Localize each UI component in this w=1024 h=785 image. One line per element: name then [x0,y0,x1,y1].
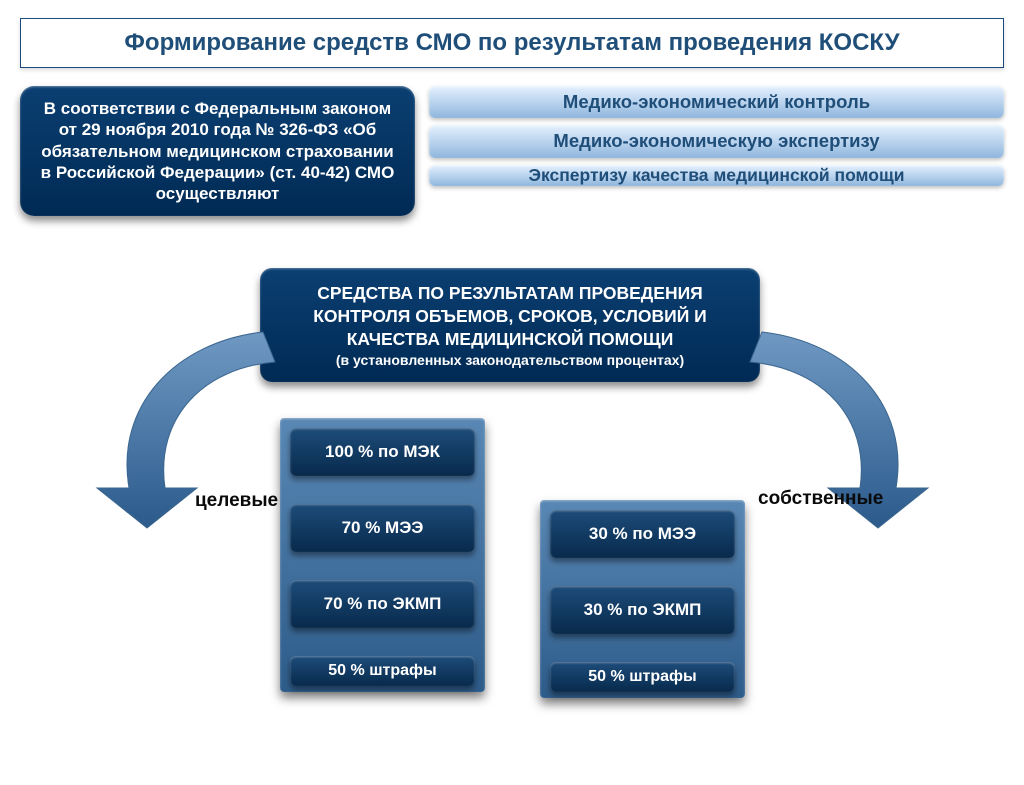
bar-medico-economic-expertise: Медико-экономическую экспертизу [429,125,1004,157]
left-cell-0: 100 % по МЭК [290,428,475,476]
center-box: СРЕДСТВА ПО РЕЗУЛЬТАТАМ ПРОВЕДЕНИЯ КОНТР… [260,268,760,382]
center-main-text: СРЕДСТВА ПО РЕЗУЛЬТАТАМ ПРОВЕДЕНИЯ КОНТР… [278,282,742,350]
right-cell-2: 50 % штрафы [550,662,735,692]
page-title: Формирование средств СМО по результатам … [20,18,1004,68]
bar-medico-economic-control: Медико-экономический контроль [429,86,1004,118]
right-cell-0: 30 % по МЭЭ [550,510,735,558]
left-cell-2: 70 % по ЭКМП [290,580,475,628]
left-cell-1: 70 % МЭЭ [290,504,475,552]
label-left: целевые [195,490,278,512]
left-column: 100 % по МЭК 70 % МЭЭ 70 % по ЭКМП 50 % … [280,418,485,692]
right-bars: Медико-экономический контроль Медико-эко… [429,86,1004,216]
left-cell-3: 50 % штрафы [290,656,475,686]
right-column: 30 % по МЭЭ 30 % по ЭКМП 50 % штрафы [540,500,745,698]
top-row: В соответствии с Федеральным законом от … [20,86,1004,216]
right-cell-1: 30 % по ЭКМП [550,586,735,634]
center-sub-text: (в установленных законодательством проце… [278,352,742,368]
law-box: В соответствии с Федеральным законом от … [20,86,415,216]
label-right: собственные [758,488,883,510]
bar-quality-expertise: Экспертизу качества медицинской помощи [429,165,1004,186]
